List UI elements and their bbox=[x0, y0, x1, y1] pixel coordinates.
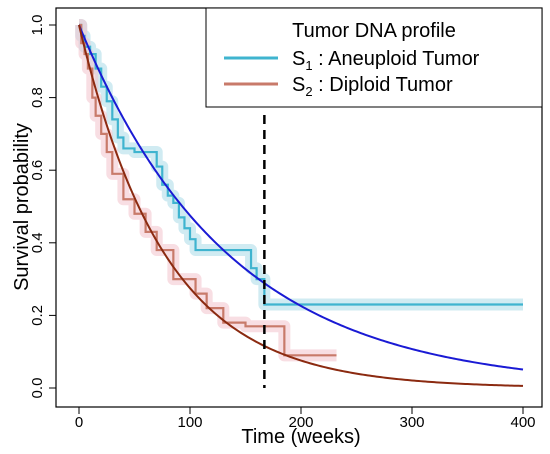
x-tick-label: 300 bbox=[399, 414, 424, 431]
x-tick-label: 0 bbox=[75, 414, 83, 431]
y-axis-label: Survival probability bbox=[11, 123, 33, 291]
legend-title: Tumor DNA profile bbox=[292, 20, 456, 42]
legend-entry-label: S2 : Diploid Tumor bbox=[292, 74, 453, 99]
y-tick-label: 0.4 bbox=[29, 232, 46, 253]
y-tick-label: 0.8 bbox=[29, 87, 46, 108]
y-tick-label: 0.2 bbox=[29, 305, 46, 326]
fitted-curve bbox=[78, 24, 524, 387]
x-tick-label: 100 bbox=[177, 414, 202, 431]
legend: Tumor DNA profile S1 : Aneuploid TumorS2… bbox=[205, 7, 543, 108]
legend-entry-label: S1 : Aneuploid Tumor bbox=[292, 48, 480, 73]
axes: 0 100 200 300 400 0.0 0.2 0.4 0.6 0.8 1.0 bbox=[29, 7, 543, 431]
x-axis-label: Time (weeks) bbox=[241, 426, 360, 448]
plot-area bbox=[75, 19, 524, 388]
x-tick-label: 400 bbox=[510, 414, 535, 431]
fitted-curve bbox=[78, 24, 524, 371]
y-tick-label: 1.0 bbox=[29, 15, 46, 36]
y-tick-label: 0.0 bbox=[29, 378, 46, 399]
x-tick-label: 200 bbox=[288, 414, 313, 431]
y-tick-label: 0.6 bbox=[29, 160, 46, 181]
km-step-line bbox=[79, 23, 523, 306]
